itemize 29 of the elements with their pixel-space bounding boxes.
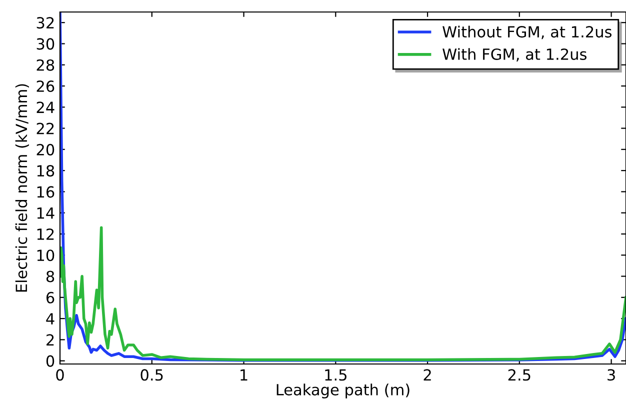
x-tick-label: 1.5 xyxy=(325,369,346,381)
line-series xyxy=(60,226,626,362)
legend-label: Without FGM, at 1.2us xyxy=(442,26,612,40)
x-tick-label: 3 xyxy=(608,369,615,381)
y-tick-label: 26 xyxy=(36,80,54,92)
y-tick-label: 12 xyxy=(37,228,54,240)
x-tick-label: 2.5 xyxy=(508,369,530,381)
y-tick-label: 8 xyxy=(46,270,54,282)
y-tick-label: 24 xyxy=(36,102,54,113)
legend-label: With FGM, at 1.2us xyxy=(442,48,586,62)
y-tick-label: 30 xyxy=(36,38,54,50)
x-tick-label: 2 xyxy=(424,369,431,380)
x-axis-title: Leakage path (m) xyxy=(276,384,410,398)
x-tick-label: 1 xyxy=(240,369,248,380)
y-tick-label: 4 xyxy=(46,313,54,324)
y-tick-label: 10 xyxy=(37,250,54,262)
y-tick-label: 28 xyxy=(36,59,54,71)
y-axis-title: Electric field norm (kV/mm) xyxy=(15,84,29,292)
y-tick-label: 16 xyxy=(37,186,54,198)
y-tick-label: 6 xyxy=(46,292,54,304)
x-tick-label: 0.5 xyxy=(140,369,163,381)
y-tick-label: 2 xyxy=(46,334,54,346)
y-tick-label: 32 xyxy=(36,17,54,29)
y-tick-label: 0 xyxy=(46,355,54,367)
x-tick-label: 0 xyxy=(56,369,64,381)
y-tick-label: 18 xyxy=(37,165,54,177)
y-tick-label: 14 xyxy=(37,208,54,219)
y-tick-label: 20 xyxy=(36,144,54,156)
y-tick-label: 22 xyxy=(36,122,54,134)
